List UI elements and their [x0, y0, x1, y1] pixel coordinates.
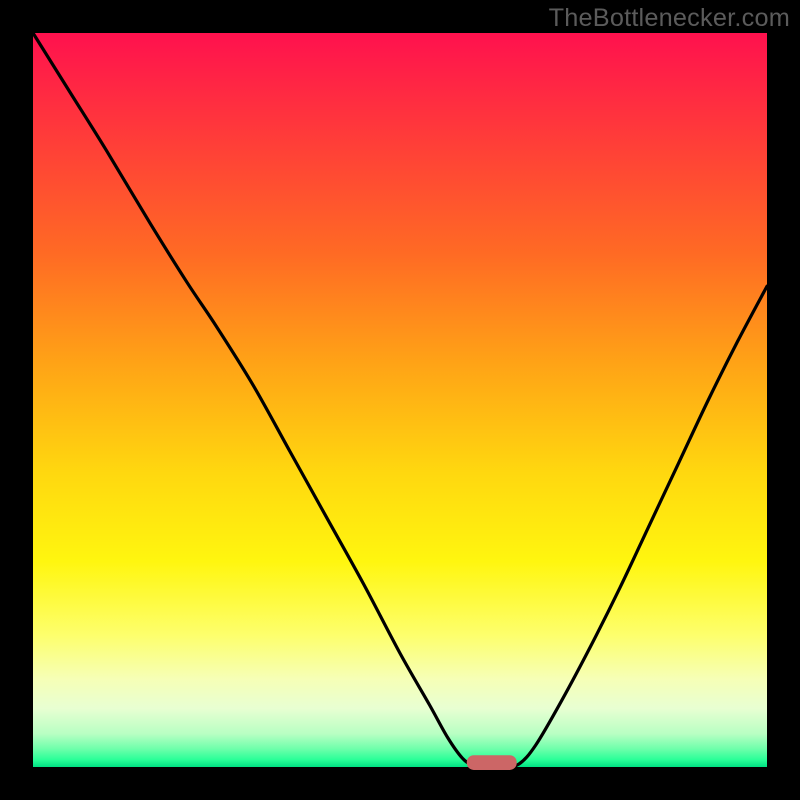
bottleneck-chart: TheBottlenecker.com [0, 0, 800, 800]
gradient-background [33, 33, 767, 767]
watermark-text: TheBottlenecker.com [549, 4, 790, 33]
chart-svg [0, 0, 800, 800]
optimal-marker [467, 755, 517, 770]
